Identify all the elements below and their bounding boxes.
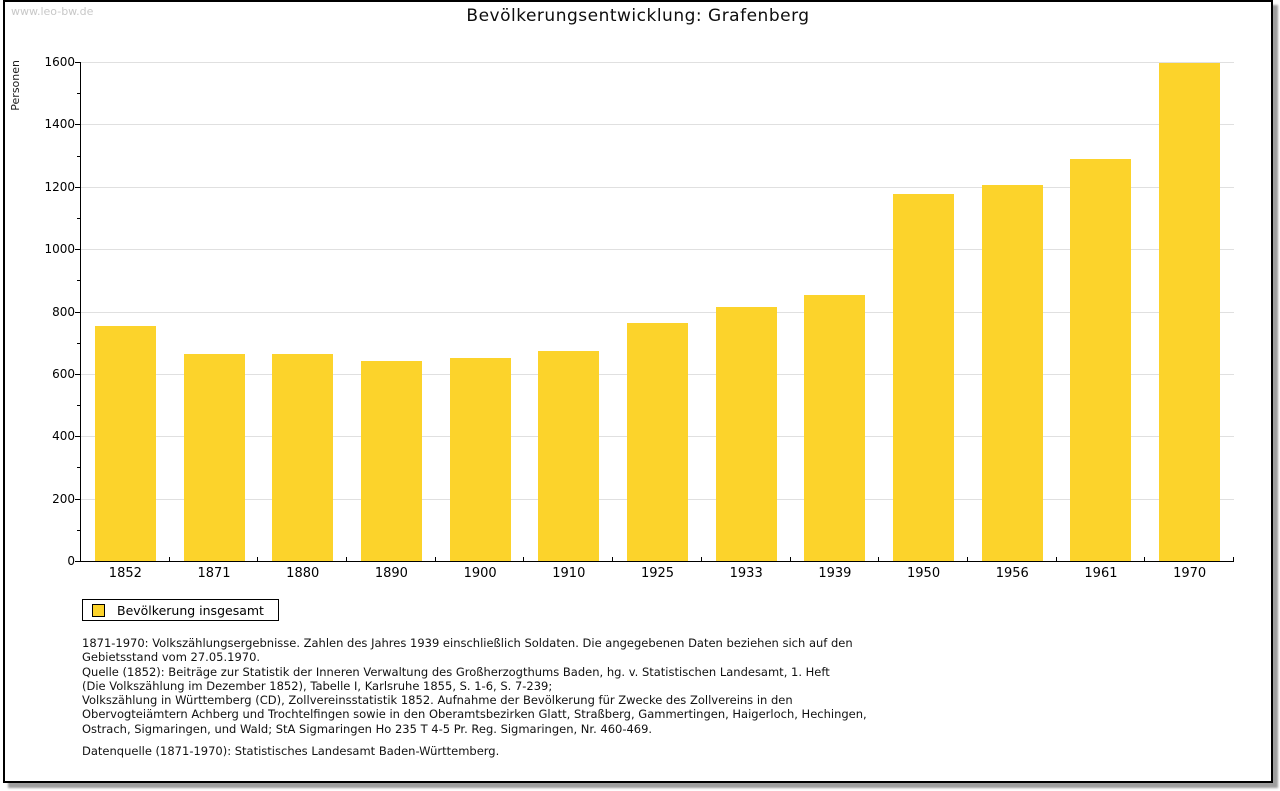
bar-1852 [94, 325, 156, 561]
x-axis-label-1956: 1956 [995, 566, 1029, 581]
x-axis-label-1961: 1961 [1084, 566, 1118, 581]
footer-line: (Die Volkszählung im Dezember 1852), Tab… [82, 678, 553, 693]
bar-1961 [1070, 159, 1132, 561]
y-axis-tick-label: 1200 [44, 179, 75, 194]
y-axis-minor-tick [77, 217, 80, 219]
gridline-1400 [81, 124, 1234, 126]
chart-title: Bevölkerungsentwicklung: Grafenberg [466, 6, 810, 26]
x-axis-tick [523, 557, 525, 561]
x-axis-tick [257, 557, 259, 561]
x-axis-label-1852: 1852 [108, 566, 142, 581]
bar-1950 [893, 193, 955, 561]
y-axis-tick [75, 436, 80, 438]
gridline-800 [81, 311, 1234, 313]
y-axis-tick [75, 498, 80, 500]
x-axis-label-1900: 1900 [463, 566, 497, 581]
footer-notes: 1871-1970: Volkszählungsergebnisse. Zahl… [82, 636, 867, 758]
x-axis-label-1950: 1950 [907, 566, 941, 581]
x-axis-label-1910: 1910 [552, 566, 586, 581]
x-axis-label-1880: 1880 [286, 566, 320, 581]
watermark: www.leo-bw.de [11, 5, 94, 18]
x-axis-tick [168, 557, 170, 561]
y-axis-minor-tick [77, 342, 80, 344]
x-axis-tick [1144, 557, 1146, 561]
x-axis-label-1970: 1970 [1173, 566, 1207, 581]
legend: Bevölkerung insgesamt [82, 599, 279, 621]
y-axis-tick [75, 186, 80, 188]
gridline-1000 [81, 249, 1234, 251]
footer-line: Quelle (1852): Beiträge zur Statistik de… [82, 664, 830, 679]
legend-label: Bevölkerung insgesamt [117, 602, 264, 618]
x-axis-tick [966, 557, 968, 561]
bar-1925 [627, 323, 688, 561]
bar-1970 [1159, 62, 1221, 561]
y-axis-tick [75, 311, 80, 313]
x-axis-tick [878, 557, 880, 561]
x-axis-tick [1055, 557, 1057, 561]
x-axis-tick [789, 557, 791, 561]
bar-1890 [360, 361, 422, 561]
x-axis-label-1890: 1890 [374, 566, 408, 581]
bar-1910 [538, 351, 600, 561]
bar-1933 [715, 307, 777, 561]
y-axis-minor-tick [77, 280, 80, 282]
y-axis-minor-tick [77, 155, 80, 157]
y-axis-tick-label: 200 [52, 491, 75, 506]
page-frame: www.leo-bw.de Bevölkerungsentwicklung: G… [3, 0, 1273, 783]
y-axis-tick [75, 62, 80, 63]
footer-line: Ostrach, Sigmaringen, und Wald; StA Sigm… [82, 721, 653, 736]
gridline-1200 [81, 186, 1234, 188]
bar-1956 [981, 184, 1043, 561]
footer-line: 1871-1970: Volkszählungsergebnisse. Zahl… [82, 636, 853, 650]
plot-area: 0 200 400 600 800 1000 1200 1400 1600 1852 1871 188… [44, 55, 1234, 581]
y-axis-minor-tick [77, 467, 80, 469]
y-axis-minor-tick [77, 405, 80, 407]
footer-line: Obervogteiämtern Achberg und Trochtelfin… [82, 707, 867, 722]
y-axis-tick-label: 800 [52, 304, 75, 319]
y-axis-tick-label: 0 [67, 554, 75, 568]
gridline-1600 [81, 62, 1234, 63]
x-axis-label-1933: 1933 [729, 566, 763, 581]
footer-datasource: Datenquelle (1871-1970): Statistisches L… [82, 744, 500, 759]
y-axis-tick [75, 124, 80, 126]
y-axis-tick [75, 561, 80, 562]
y-axis-tick-label: 400 [52, 429, 75, 444]
x-axis-label-1871: 1871 [197, 566, 231, 581]
x-axis-tick [1233, 557, 1234, 561]
x-axis-label-1925: 1925 [640, 566, 675, 581]
bar-1900 [449, 358, 511, 561]
y-axis-tick-label: 1400 [44, 117, 75, 132]
legend-swatch-icon [92, 603, 105, 617]
footer-line: Gebietsstand vom 27.05.1970. [82, 650, 261, 665]
y-axis-tick [75, 249, 80, 251]
y-axis-minor-tick [77, 529, 80, 531]
bar-1939 [804, 295, 866, 561]
y-axis-tick-label: 1000 [44, 242, 75, 257]
x-axis-tick [434, 557, 436, 561]
y-axis-tick-label: 1600 [44, 55, 75, 69]
y-axis-tick [75, 373, 80, 375]
x-axis-tick [346, 557, 348, 561]
x-axis-label-1939: 1939 [818, 566, 852, 581]
x-axis-tick [700, 557, 702, 561]
y-axis-tick-label: 600 [52, 366, 75, 381]
bar-1880 [272, 354, 334, 561]
bar-1871 [183, 353, 245, 561]
footer-line: Volkszählung in Württemberg (CD), Zollve… [82, 693, 793, 708]
x-axis-tick [612, 557, 614, 561]
y-axis-minor-tick [77, 93, 80, 95]
